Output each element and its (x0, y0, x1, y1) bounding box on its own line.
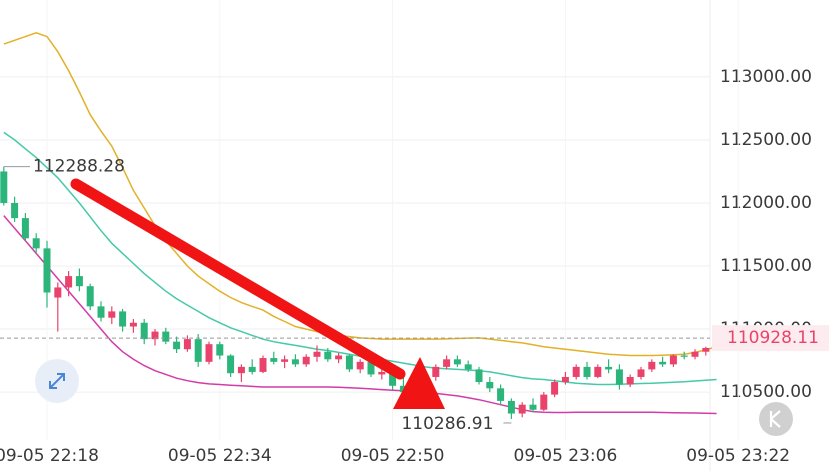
candle-body (43, 248, 51, 293)
candle-body (259, 358, 267, 372)
candle-body (65, 276, 73, 288)
y-tick-label: 113000.00 (720, 67, 812, 87)
candle-body (194, 339, 202, 362)
k-button[interactable] (759, 402, 793, 436)
candle-body (129, 322, 137, 327)
candle-body (302, 356, 310, 365)
k-icon (769, 410, 781, 428)
candle-body (443, 359, 451, 367)
last-price-label: 110928.11 (727, 328, 819, 348)
candle-body (367, 361, 375, 375)
candle-body (486, 382, 494, 389)
candle-body (561, 376, 569, 383)
candle-body (626, 376, 634, 385)
candle-body (173, 341, 181, 350)
candle-body (453, 359, 461, 365)
candle-body (356, 361, 364, 370)
candle-body (270, 358, 278, 362)
candle-body (378, 371, 386, 375)
x-tick-label: 09-05 22:34 (168, 446, 272, 466)
candle-body (86, 286, 94, 307)
candle-body (108, 311, 116, 318)
candle-body (97, 306, 105, 318)
candle-body (518, 404, 526, 414)
candle-body (691, 351, 699, 357)
x-tick-label: 09-05 22:50 (341, 446, 445, 466)
candle-body (75, 276, 83, 287)
candle-body (248, 366, 256, 372)
high-label: 112288.28 (33, 157, 125, 177)
candle-body (572, 366, 580, 377)
candle-body (605, 366, 613, 370)
x-tick-label: 09-05 23:22 (686, 446, 790, 466)
candle-body (32, 238, 40, 249)
candle-body (151, 331, 159, 340)
expand-icon (49, 373, 65, 389)
candle-body (648, 361, 656, 370)
candle-body (507, 400, 515, 414)
candle-body (345, 355, 353, 370)
x-tick-label: 09-05 22:18 (0, 446, 99, 466)
arrow-head (393, 357, 445, 409)
candle-body (615, 369, 623, 385)
candle-body (183, 339, 191, 350)
candle-body (702, 347, 710, 352)
candle-body (464, 364, 472, 370)
candle-body (324, 351, 332, 360)
candle-body (54, 287, 62, 298)
candle-body (399, 385, 407, 393)
x-tick-label: 09-05 23:06 (514, 446, 618, 466)
arrow-line (70, 178, 406, 380)
candle-body (659, 361, 667, 365)
candle-body (529, 404, 537, 410)
candle-body (594, 366, 602, 377)
candle-body (162, 331, 170, 342)
candle-body (475, 369, 483, 383)
candle-body (11, 202, 19, 219)
low-label: 110286.91 (401, 414, 493, 434)
y-tick-label: 112500.00 (720, 130, 812, 150)
candle-body (216, 344, 224, 356)
candle-body (140, 322, 148, 340)
candle-body (432, 366, 440, 377)
candle-body (669, 355, 677, 365)
candle-body (227, 355, 235, 374)
candle-body (497, 388, 505, 401)
y-tick-label: 112000.00 (720, 193, 812, 213)
y-tick-label: 110500.00 (720, 382, 812, 402)
candle-body (119, 311, 127, 327)
candle-body (551, 382, 559, 395)
candle-body (637, 369, 645, 377)
candle-body (291, 359, 299, 365)
candle-body (21, 218, 29, 239)
candle-body (680, 355, 688, 357)
candle-body (313, 351, 321, 357)
band-line (3, 32, 717, 357)
candle-body (583, 366, 591, 377)
y-tick-label: 111500.00 (720, 256, 812, 276)
candle-body (540, 394, 548, 410)
candle-body (0, 171, 8, 203)
candle-body (237, 366, 245, 374)
candle-body (281, 359, 289, 362)
candle-body (389, 371, 397, 386)
candle-body (335, 355, 343, 360)
candle-body (205, 344, 213, 362)
band-line (3, 215, 717, 415)
last-price-tag (712, 325, 829, 352)
